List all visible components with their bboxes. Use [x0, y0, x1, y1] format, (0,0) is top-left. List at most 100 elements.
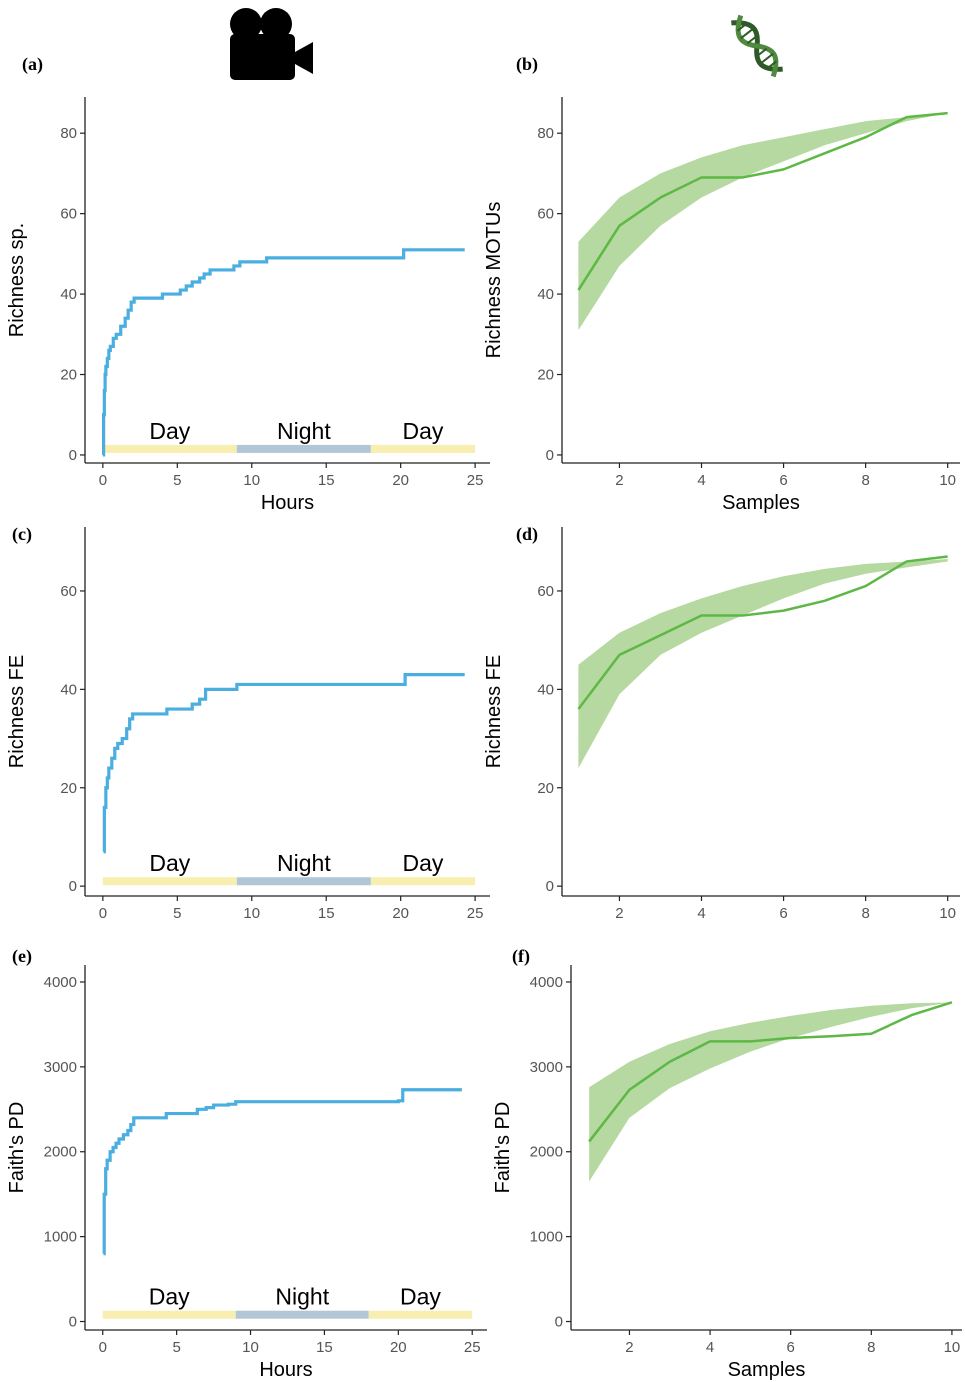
y-tick-label: 40	[60, 286, 77, 303]
x-tick-label: 0	[99, 472, 107, 489]
y-tick-label: 4000	[530, 974, 563, 991]
x-tick-label: 6	[779, 472, 787, 489]
x-tick-label: 25	[467, 472, 484, 489]
y-tick-label: 4000	[44, 974, 77, 991]
x-tick-label: 8	[867, 1339, 875, 1356]
y-tick-label: 3000	[530, 1059, 563, 1076]
x-tick-label: 4	[706, 1339, 714, 1356]
x-tick-label: 0	[99, 905, 107, 922]
chart-panel: (e) 0 1000 2000 3000 4000 0 5 10 15 20 25 Hours Faith…	[6, 946, 487, 1381]
panel-label: (f)	[512, 946, 530, 967]
y-tick-label: 1000	[44, 1229, 77, 1246]
y-tick-label: 20	[537, 780, 554, 797]
y-tick-label: 0	[555, 1314, 563, 1331]
x-tick-label: 15	[318, 905, 335, 922]
y-tick-label: 40	[537, 286, 554, 303]
panel-label: (d)	[516, 524, 538, 545]
night-band	[236, 877, 371, 886]
x-tick-label: 20	[392, 905, 409, 922]
night-label: Night	[277, 850, 331, 876]
y-tick-label: 20	[537, 367, 554, 384]
x-tick-label: 2	[625, 1339, 633, 1356]
y-tick-label: 0	[546, 878, 554, 895]
x-tick-label: 15	[318, 472, 335, 489]
x-tick-label: 8	[861, 472, 869, 489]
x-tick-label: 2	[615, 472, 623, 489]
confidence-band	[578, 113, 948, 331]
chart-panel: (a) 0 20 40 60 80 0 5 10 15 20 25 Hours Richness sp. D…	[6, 54, 490, 514]
y-tick-label: 80	[60, 125, 77, 142]
y-axis-title: Richness MOTUs	[483, 202, 505, 359]
confidence-band	[578, 558, 948, 769]
x-tick-label: 4	[697, 905, 705, 922]
y-tick-label: 0	[69, 878, 77, 895]
y-axis-title: Faith's PD	[6, 1102, 28, 1194]
x-tick-label: 10	[243, 905, 260, 922]
x-tick-label: 20	[392, 472, 409, 489]
confidence-band	[589, 1002, 952, 1182]
y-axis-title: Faith's PD	[492, 1102, 514, 1194]
y-tick-label: 1000	[530, 1229, 563, 1246]
accumulation-line	[577, 555, 948, 710]
x-tick-label: 5	[173, 905, 181, 922]
night-band	[235, 1310, 369, 1319]
x-tick-label: 10	[939, 472, 956, 489]
day-label: Day	[149, 418, 190, 444]
y-tick-label: 40	[60, 681, 77, 698]
day-label: Day	[403, 850, 444, 876]
y-tick-label: 60	[60, 206, 77, 223]
chart-panel: (c) 0 20 40 60 0 5 10 15 20 25 Richness FE Day Night D…	[6, 524, 490, 922]
day-band	[368, 1310, 473, 1319]
chart-panel: (b) 0 20 40 60 80 2 4 6 8 10 Samples Richness MOTUs	[483, 54, 960, 514]
panel-label: (b)	[516, 54, 538, 75]
accumulation-line	[588, 1001, 953, 1143]
accumulation-step-line	[102, 1088, 462, 1256]
y-tick-label: 20	[60, 367, 77, 384]
y-tick-label: 2000	[44, 1144, 77, 1161]
day-band	[370, 444, 476, 453]
accumulation-step-line	[102, 672, 465, 854]
x-tick-label: 10	[242, 1339, 259, 1356]
night-label: Night	[277, 418, 331, 444]
panel-label: (a)	[22, 54, 43, 75]
day-band	[370, 877, 476, 886]
y-tick-label: 2000	[530, 1144, 563, 1161]
y-tick-label: 80	[537, 125, 554, 142]
x-tick-label: 4	[697, 472, 705, 489]
x-tick-label: 15	[316, 1339, 333, 1356]
x-axis-title: Samples	[728, 1359, 806, 1381]
x-tick-label: 25	[467, 905, 484, 922]
day-label: Day	[403, 418, 444, 444]
accumulation-step-line	[102, 248, 465, 457]
day-label: Day	[400, 1284, 441, 1310]
day-band	[102, 1310, 236, 1319]
x-tick-label: 2	[615, 905, 623, 922]
day-label: Day	[149, 1284, 190, 1310]
chart-panel: (d) 0 20 40 60 2 4 6 8 10 Richness FE	[483, 524, 960, 922]
x-tick-label: 8	[861, 905, 869, 922]
accumulation-line	[577, 111, 948, 291]
x-axis-title: Samples	[722, 492, 800, 514]
day-label: Day	[149, 850, 190, 876]
panel-label: (c)	[12, 524, 32, 545]
y-tick-label: 60	[537, 206, 554, 223]
y-tick-label: 3000	[44, 1059, 77, 1076]
dna-helix-icon	[731, 14, 783, 78]
x-tick-label: 5	[173, 472, 181, 489]
x-tick-label: 10	[939, 905, 956, 922]
movie-camera-icon	[230, 8, 313, 80]
y-axis-title: Richness FE	[6, 655, 28, 768]
x-tick-label: 5	[172, 1339, 180, 1356]
x-tick-label: 6	[787, 1339, 795, 1356]
x-tick-label: 10	[243, 472, 260, 489]
x-tick-label: 0	[99, 1339, 107, 1356]
x-tick-label: 10	[944, 1339, 961, 1356]
x-axis-title: Hours	[261, 492, 314, 514]
y-tick-label: 0	[69, 447, 77, 464]
x-tick-label: 20	[390, 1339, 407, 1356]
night-label: Night	[275, 1284, 329, 1310]
day-band	[102, 877, 237, 886]
x-tick-label: 25	[464, 1339, 481, 1356]
y-axis-title: Richness FE	[483, 655, 505, 768]
